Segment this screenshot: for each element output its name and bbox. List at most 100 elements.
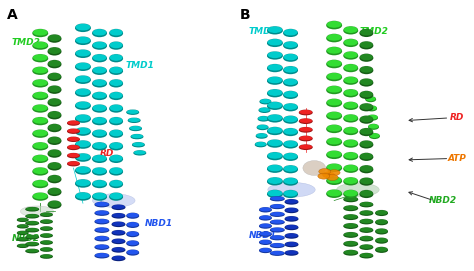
Ellipse shape	[359, 178, 374, 186]
Ellipse shape	[48, 85, 61, 92]
Ellipse shape	[25, 221, 39, 225]
Ellipse shape	[326, 47, 342, 55]
Ellipse shape	[267, 152, 283, 159]
Ellipse shape	[267, 51, 283, 58]
Ellipse shape	[270, 251, 284, 255]
Ellipse shape	[134, 150, 146, 155]
Ellipse shape	[299, 145, 313, 150]
Text: RD: RD	[450, 113, 465, 122]
Ellipse shape	[366, 106, 377, 111]
Ellipse shape	[17, 244, 29, 248]
Ellipse shape	[40, 233, 53, 237]
Ellipse shape	[326, 34, 342, 42]
Ellipse shape	[32, 67, 48, 75]
Ellipse shape	[92, 193, 107, 201]
Ellipse shape	[344, 190, 358, 197]
Ellipse shape	[75, 115, 91, 123]
Ellipse shape	[17, 238, 29, 241]
Ellipse shape	[284, 234, 299, 239]
Ellipse shape	[327, 99, 342, 106]
Ellipse shape	[47, 188, 62, 196]
Ellipse shape	[326, 60, 342, 68]
Ellipse shape	[48, 98, 61, 105]
Ellipse shape	[343, 178, 358, 185]
Ellipse shape	[92, 167, 107, 174]
Ellipse shape	[283, 29, 298, 36]
Ellipse shape	[132, 143, 145, 147]
Ellipse shape	[95, 210, 109, 215]
Ellipse shape	[111, 256, 126, 261]
Ellipse shape	[359, 30, 374, 37]
Text: B: B	[239, 8, 250, 22]
Ellipse shape	[92, 41, 107, 49]
Ellipse shape	[109, 155, 123, 163]
Ellipse shape	[270, 204, 285, 209]
Ellipse shape	[127, 250, 139, 255]
Ellipse shape	[47, 150, 62, 158]
Ellipse shape	[343, 165, 358, 173]
Ellipse shape	[299, 110, 313, 115]
Ellipse shape	[33, 130, 48, 137]
Ellipse shape	[270, 212, 285, 217]
Ellipse shape	[283, 190, 298, 197]
Ellipse shape	[258, 108, 271, 113]
Ellipse shape	[109, 29, 123, 36]
Ellipse shape	[326, 86, 342, 94]
Ellipse shape	[270, 243, 285, 248]
Ellipse shape	[47, 48, 62, 56]
Ellipse shape	[75, 179, 91, 186]
Ellipse shape	[259, 107, 270, 112]
Ellipse shape	[25, 214, 39, 218]
Ellipse shape	[344, 177, 358, 184]
Ellipse shape	[75, 140, 91, 147]
Ellipse shape	[270, 220, 284, 224]
Ellipse shape	[256, 133, 267, 138]
Ellipse shape	[33, 167, 48, 174]
Ellipse shape	[26, 214, 39, 218]
Ellipse shape	[48, 175, 61, 182]
Ellipse shape	[32, 42, 48, 50]
Ellipse shape	[109, 117, 123, 124]
Ellipse shape	[267, 177, 283, 184]
Ellipse shape	[267, 77, 283, 85]
Ellipse shape	[327, 138, 342, 145]
Ellipse shape	[267, 64, 283, 72]
Ellipse shape	[75, 76, 91, 84]
Ellipse shape	[270, 228, 285, 233]
Ellipse shape	[109, 41, 123, 49]
Ellipse shape	[283, 67, 298, 74]
Ellipse shape	[255, 134, 268, 139]
Ellipse shape	[259, 232, 272, 237]
Ellipse shape	[75, 37, 91, 44]
Ellipse shape	[327, 21, 342, 28]
Ellipse shape	[40, 226, 53, 230]
Ellipse shape	[109, 105, 123, 113]
Ellipse shape	[67, 137, 80, 142]
Ellipse shape	[366, 105, 377, 111]
Ellipse shape	[267, 89, 283, 96]
Ellipse shape	[40, 247, 53, 251]
Ellipse shape	[326, 177, 342, 185]
Ellipse shape	[267, 115, 283, 122]
Ellipse shape	[283, 103, 298, 110]
Ellipse shape	[26, 221, 39, 225]
Ellipse shape	[327, 163, 342, 171]
Ellipse shape	[285, 242, 298, 246]
Ellipse shape	[95, 219, 109, 224]
Ellipse shape	[112, 256, 125, 260]
Ellipse shape	[33, 54, 48, 61]
Ellipse shape	[359, 67, 374, 74]
Ellipse shape	[375, 238, 388, 243]
Ellipse shape	[326, 151, 342, 159]
Ellipse shape	[112, 238, 125, 243]
Ellipse shape	[360, 153, 373, 160]
Ellipse shape	[344, 140, 358, 146]
Ellipse shape	[283, 104, 298, 111]
Ellipse shape	[47, 112, 62, 120]
Ellipse shape	[130, 134, 144, 139]
Ellipse shape	[284, 242, 299, 247]
Ellipse shape	[267, 114, 283, 121]
Ellipse shape	[17, 231, 28, 234]
Ellipse shape	[285, 199, 298, 204]
Ellipse shape	[283, 54, 298, 62]
